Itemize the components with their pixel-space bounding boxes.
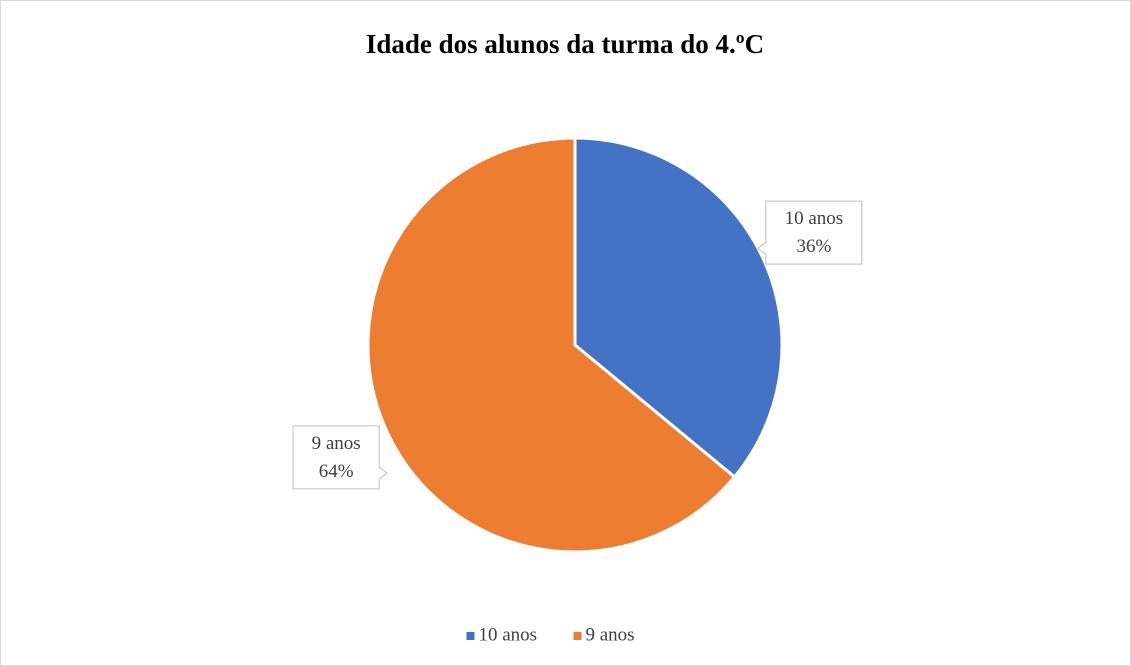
callout-box: [292, 425, 388, 490]
pie-slice: [366, 136, 737, 554]
data-label-value: 36%: [796, 236, 831, 257]
data-label-category: 10 anos: [785, 208, 844, 229]
callout-box: [757, 200, 863, 265]
legend-swatch: [466, 632, 475, 640]
data-label-category: 9 anos: [312, 433, 361, 454]
legend-swatch: [573, 632, 582, 640]
legend-label: 10 anos: [479, 624, 538, 645]
legend-label: 9 anos: [586, 624, 635, 645]
data-label-value: 64%: [319, 461, 354, 482]
pie-slice: [573, 136, 784, 480]
chart-title: Idade dos alunos da turma do 4.ºC: [366, 29, 764, 59]
